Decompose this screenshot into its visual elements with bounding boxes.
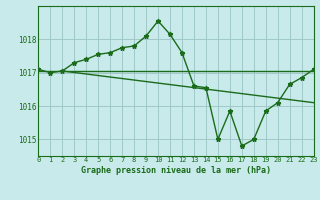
X-axis label: Graphe pression niveau de la mer (hPa): Graphe pression niveau de la mer (hPa): [81, 166, 271, 175]
